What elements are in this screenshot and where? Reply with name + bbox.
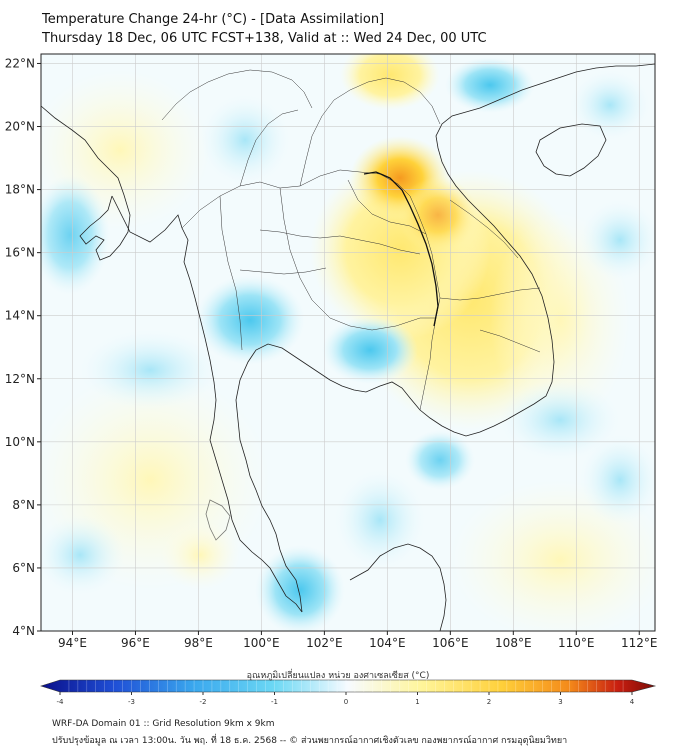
colorbar-tick-label: 3 [558,698,562,706]
colorbar-tick-label: -3 [128,698,135,706]
longitude-label: 94°E [58,636,87,650]
latitude-label: 20°N [5,120,35,134]
temperature-field [41,54,655,631]
admin-boundaries [161,69,541,411]
longitude-label: 110°E [558,636,595,650]
colorbar-label: อุณหภูมิเปลี่ยนแปลง หน่วย องศาเซลเซียส (… [246,671,430,681]
longitude-label: 104°E [369,636,406,650]
longitude-label: 100°E [243,636,280,650]
longitude-labels: 94°E 96°E 98°E 100°E 102°E 104°E 106°E 108°E 110… [58,631,658,650]
longitude-label: 112°E [621,636,658,650]
latitude-label: 16°N [5,246,35,260]
latitude-label: 10°N [5,435,35,449]
latitude-label: 4°N [12,624,35,638]
latitude-label: 12°N [5,372,35,386]
latitude-label: 14°N [5,309,35,323]
colorbar-tick-label: 4 [630,698,635,706]
longitude-label: 98°E [184,636,213,650]
country-border [363,171,439,327]
latitude-label: 8°N [12,498,35,512]
colorbar-ticks: -4 -3 -2 -1 0 1 2 3 4 [57,692,635,706]
longitude-label: 96°E [121,636,150,650]
colorbar-tick-label: 0 [344,698,348,706]
colorbar-tick-label: -1 [271,698,278,706]
model-info: WRF-DA Domain 01 :: Grid Resolution 9km … [52,719,275,729]
map-frame [40,53,656,632]
longitude-label: 102°E [306,636,343,650]
map-subtitle: Thursday 18 Dec, 06 UTC FCST+138, Valid … [42,31,487,46]
latitude-label: 18°N [5,183,35,197]
map-title: Temperature Change 24-hr (°C) - [Data As… [42,12,385,27]
latitude-label: 6°N [12,561,35,575]
longitude-label: 108°E [495,636,532,650]
colorbar-tick-label: 1 [415,698,419,706]
graticule [41,54,655,631]
coastlines [41,63,655,631]
colorbar-tick-label: -2 [200,698,207,706]
latitude-label: 22°N [5,56,35,70]
longitude-label: 106°E [432,636,469,650]
latitude-labels: 22°N 20°N 18°N 16°N 14°N 12°N 10°N 8°N 6°N 4°N [5,56,41,638]
colorbar-tick-label: 2 [487,698,491,706]
colorbar: -4 -3 -2 -1 0 1 2 3 4 [40,679,657,706]
credit-line: ปรับปรุงข้อมูล ณ เวลา 13:00น. วัน พฤ. ที… [52,736,568,746]
colorbar-tick-label: -4 [57,698,65,706]
